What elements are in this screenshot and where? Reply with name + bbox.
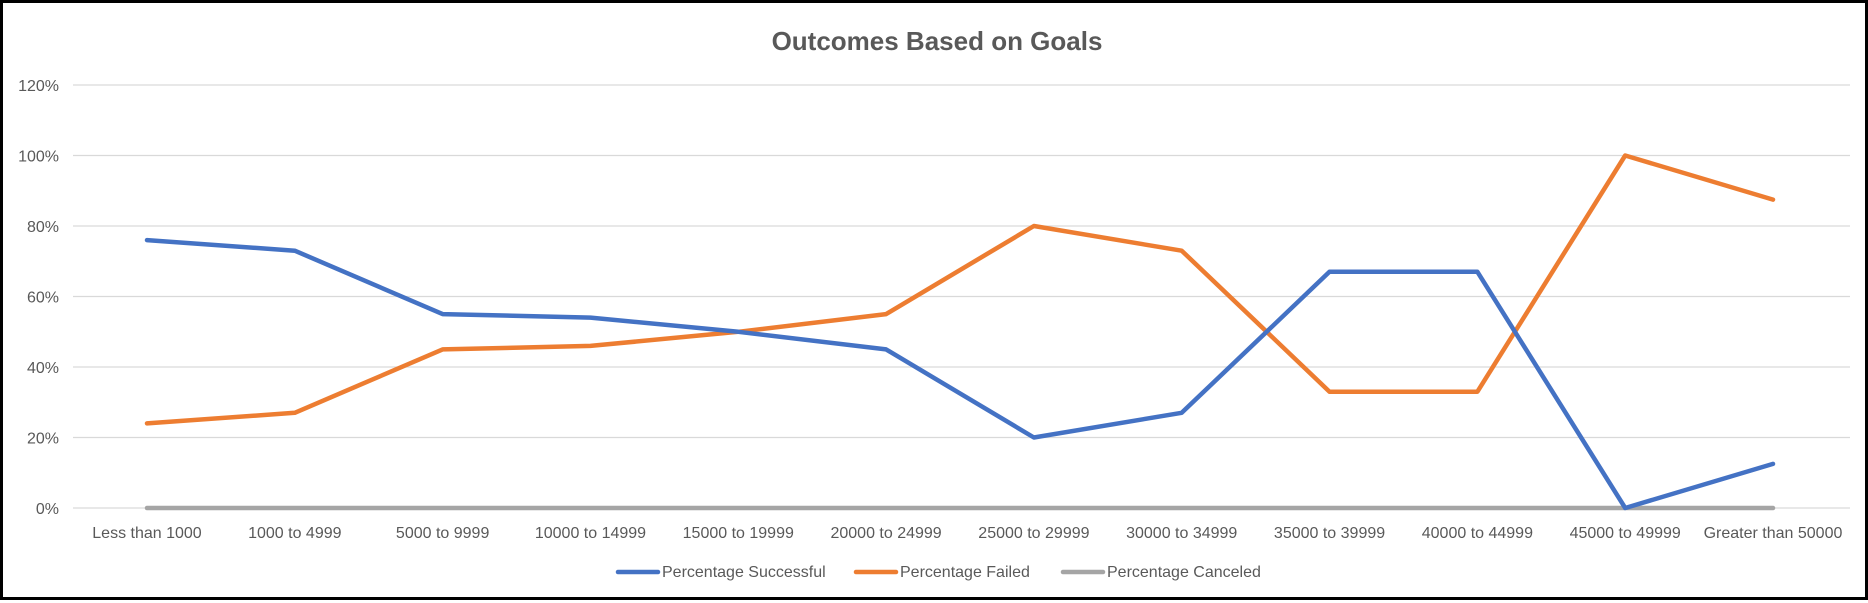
x-tick-label: 15000 to 19999	[683, 525, 794, 542]
x-tick-label: Less than 1000	[92, 525, 202, 542]
chart-title: Outcomes Based on Goals	[772, 26, 1103, 56]
grid-lines	[73, 84, 1850, 509]
x-tick-label: 45000 to 49999	[1570, 525, 1681, 542]
x-tick-label: 20000 to 24999	[830, 525, 941, 542]
legend-label: Percentage Canceled	[1107, 564, 1261, 581]
legend-item: Percentage Failed	[853, 564, 1030, 581]
legend-label: Percentage Failed	[900, 564, 1030, 581]
legend-item: Percentage Successful	[615, 564, 826, 581]
x-tick-label: 25000 to 29999	[978, 525, 1089, 542]
x-tick-label: 30000 to 34999	[1126, 525, 1237, 542]
series-lines	[144, 153, 1776, 511]
x-tick-label: 10000 to 14999	[535, 525, 646, 542]
line-chart: Outcomes Based on Goals 0% 20% 40% 60% 80% 10…	[18, 26, 1850, 581]
x-tick-label: Greater than 50000	[1704, 525, 1843, 542]
y-tick-label: 40%	[27, 360, 59, 377]
y-tick-label: 80%	[27, 219, 59, 236]
y-axis-tick-labels: 0% 20% 40% 60% 80% 100% 120%	[18, 78, 59, 518]
y-tick-label: 0%	[36, 501, 59, 518]
y-tick-label: 60%	[27, 290, 59, 307]
x-tick-label: 5000 to 9999	[396, 525, 490, 542]
series-line-percentage-failed	[144, 153, 1776, 426]
y-tick-label: 120%	[18, 78, 59, 95]
legend-label: Percentage Successful	[662, 564, 826, 581]
y-tick-label: 20%	[27, 431, 59, 448]
series-line-percentage-successful	[144, 237, 1776, 511]
legend-item: Percentage Canceled	[1060, 564, 1261, 581]
x-tick-label: 1000 to 4999	[248, 525, 342, 542]
x-tick-label: 35000 to 39999	[1274, 525, 1385, 542]
x-axis-tick-labels: Less than 1000 1000 to 4999 5000 to 9999 10…	[92, 525, 1842, 542]
legend: Percentage Successful Percentage Failed Pe…	[615, 564, 1261, 581]
y-tick-label: 100%	[18, 149, 59, 166]
x-tick-label: 40000 to 44999	[1422, 525, 1533, 542]
